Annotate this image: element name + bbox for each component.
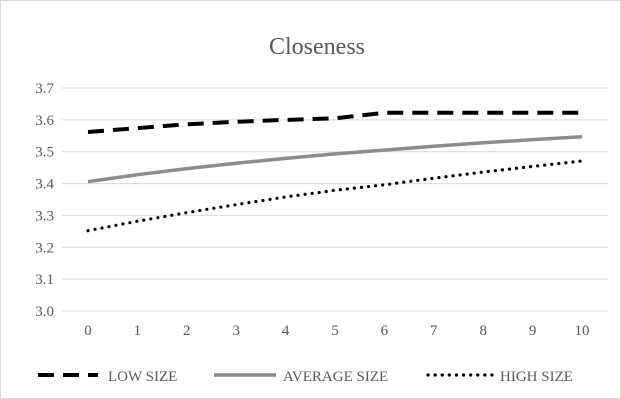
x-tick-label: 4 — [282, 323, 290, 339]
series-line-average-size — [87, 134, 583, 184]
x-tick-label: 0 — [84, 323, 92, 339]
y-tick-label: 3.0 — [35, 304, 54, 320]
y-axis-ticks: 3.0 3.1 3.2 3.3 3.4 3.5 3.6 3.7 — [35, 81, 54, 320]
x-tick-label: 5 — [331, 323, 339, 339]
x-axis-ticks: 0 1 2 3 4 5 6 7 8 9 10 — [84, 323, 589, 339]
x-tick-label: 2 — [183, 323, 191, 339]
y-tick-label: 3.6 — [35, 113, 54, 129]
legend-label: LOW SIZE — [108, 369, 177, 385]
x-tick-label: 8 — [479, 323, 487, 339]
legend-label: HIGH SIZE — [500, 369, 573, 385]
x-tick-label: 7 — [430, 323, 438, 339]
legend-label: AVERAGE SIZE — [283, 369, 388, 385]
y-tick-label: 3.7 — [35, 81, 54, 97]
x-tick-label: 10 — [575, 323, 590, 339]
y-tick-label: 3.3 — [35, 208, 54, 224]
y-tick-label: 3.2 — [35, 240, 54, 256]
series-line-high-size — [86, 159, 584, 233]
series-line-low-size — [87, 110, 582, 134]
series-lines — [86, 110, 584, 233]
y-tick-label: 3.5 — [35, 145, 54, 161]
y-tick-label: 3.1 — [35, 272, 54, 288]
chart-title: Closeness — [269, 34, 365, 60]
legend: LOW SIZE AVERAGE SIZE HIGH SIZE — [38, 369, 573, 385]
x-tick-label: 9 — [529, 323, 537, 339]
x-tick-label: 3 — [232, 323, 240, 339]
x-tick-label: 6 — [381, 323, 389, 339]
x-tick-label: 1 — [134, 323, 142, 339]
y-tick-label: 3.4 — [35, 177, 54, 193]
gridlines — [62, 87, 608, 312]
